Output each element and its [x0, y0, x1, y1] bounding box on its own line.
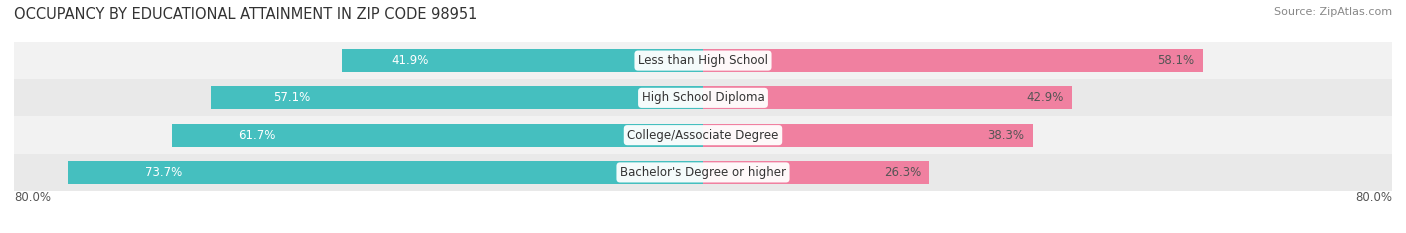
- Text: 42.9%: 42.9%: [1026, 91, 1064, 104]
- Bar: [211, 86, 703, 110]
- Bar: [342, 49, 703, 72]
- Bar: [14, 79, 1392, 116]
- Text: 61.7%: 61.7%: [238, 129, 276, 142]
- Text: 80.0%: 80.0%: [14, 191, 51, 204]
- Bar: [14, 42, 1392, 79]
- Text: 26.3%: 26.3%: [883, 166, 921, 179]
- Bar: [172, 123, 703, 147]
- Bar: [703, 161, 929, 184]
- Text: 38.3%: 38.3%: [987, 129, 1024, 142]
- Text: College/Associate Degree: College/Associate Degree: [627, 129, 779, 142]
- Text: OCCUPANCY BY EDUCATIONAL ATTAINMENT IN ZIP CODE 98951: OCCUPANCY BY EDUCATIONAL ATTAINMENT IN Z…: [14, 7, 478, 22]
- Bar: [69, 161, 703, 184]
- Text: 58.1%: 58.1%: [1157, 54, 1195, 67]
- Text: 41.9%: 41.9%: [391, 54, 429, 67]
- Text: Source: ZipAtlas.com: Source: ZipAtlas.com: [1274, 7, 1392, 17]
- Bar: [703, 86, 1073, 110]
- Text: 73.7%: 73.7%: [145, 166, 181, 179]
- Bar: [14, 116, 1392, 154]
- Text: 80.0%: 80.0%: [1355, 191, 1392, 204]
- Text: 57.1%: 57.1%: [273, 91, 311, 104]
- Bar: [703, 123, 1033, 147]
- Text: Bachelor's Degree or higher: Bachelor's Degree or higher: [620, 166, 786, 179]
- Text: Less than High School: Less than High School: [638, 54, 768, 67]
- Text: High School Diploma: High School Diploma: [641, 91, 765, 104]
- Bar: [14, 154, 1392, 191]
- Bar: [703, 49, 1204, 72]
